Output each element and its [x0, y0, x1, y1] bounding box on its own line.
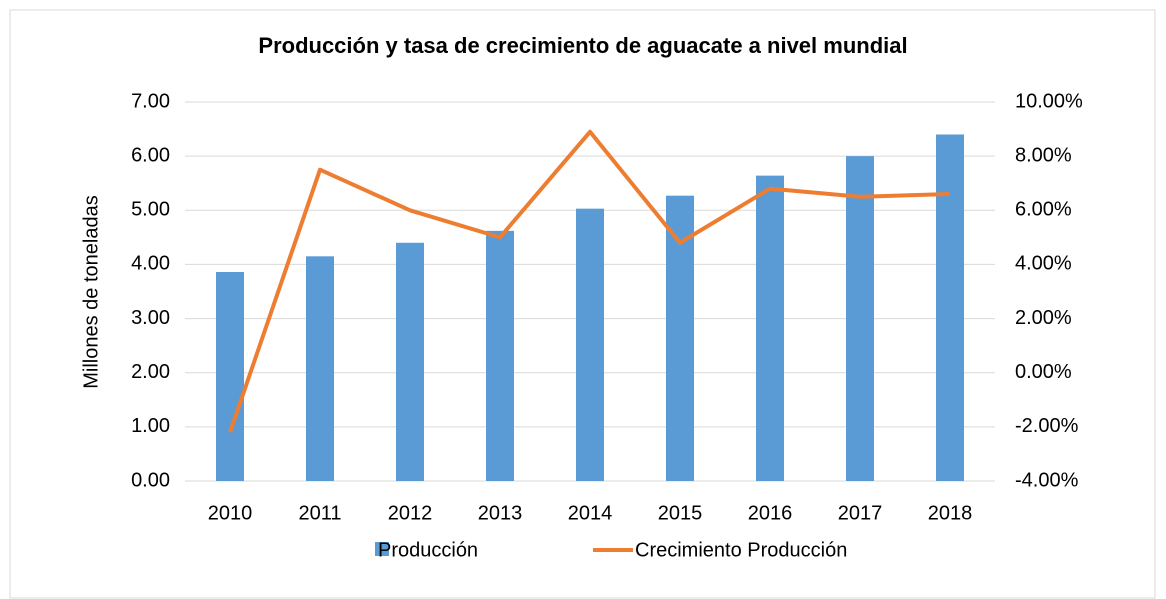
bar	[306, 256, 334, 481]
x-tick-label: 2017	[838, 502, 883, 524]
y-tick-label: 4.00	[131, 253, 170, 275]
y-axis-title: Millones de toneladas	[80, 195, 102, 388]
chart-title: Producción y tasa de crecimiento de agua…	[258, 33, 907, 58]
y2-tick-label: 0.00%	[1015, 361, 1072, 383]
x-tick-label: 2010	[208, 502, 253, 524]
bar	[396, 242, 424, 481]
x-tick-label: 2018	[928, 502, 973, 524]
y-tick-label: 5.00	[131, 199, 170, 221]
y-tick-label: 6.00	[131, 144, 170, 166]
legend-label: Producción	[378, 539, 478, 561]
bar	[486, 230, 514, 481]
y2-tick-label: 6.00%	[1015, 199, 1072, 221]
bar	[846, 156, 874, 481]
x-tick-label: 2012	[388, 502, 433, 524]
legend-swatch	[375, 542, 389, 556]
y2-tick-label: 10.00%	[1015, 90, 1083, 112]
y2-tick-label: -2.00%	[1015, 415, 1079, 437]
y-tick-label: 3.00	[131, 307, 170, 329]
y2-tick-label: 8.00%	[1015, 144, 1072, 166]
y-tick-label: 2.00	[131, 361, 170, 383]
line	[228, 129, 951, 433]
y2-tick-label: 2.00%	[1015, 307, 1072, 329]
x-tick-label: 2013	[478, 502, 523, 524]
y2-tick-label: 4.00%	[1015, 253, 1072, 275]
x-tick-label: 2014	[568, 502, 613, 524]
y2-tick-label: -4.00%	[1015, 469, 1079, 491]
x-tick-label: 2016	[748, 502, 793, 524]
legend-label: Crecimiento Producción	[635, 539, 847, 561]
y-tick-label: 1.00	[131, 415, 170, 437]
x-tick-label: 2015	[658, 502, 703, 524]
x-tick-label: 2011	[298, 502, 341, 524]
bar	[756, 175, 784, 482]
y-tick-label: 0.00	[131, 469, 170, 491]
y-tick-label: 7.00	[131, 90, 170, 112]
bar	[576, 208, 604, 481]
bar	[216, 272, 244, 481]
bar	[936, 134, 964, 481]
